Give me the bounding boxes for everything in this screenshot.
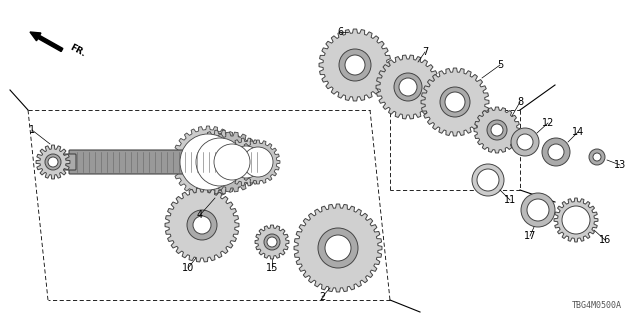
Circle shape <box>264 234 280 250</box>
Polygon shape <box>236 140 280 184</box>
Circle shape <box>593 153 601 161</box>
Circle shape <box>399 78 417 96</box>
Circle shape <box>193 216 211 234</box>
Circle shape <box>230 146 262 178</box>
Circle shape <box>339 49 371 81</box>
FancyBboxPatch shape <box>69 150 266 174</box>
Polygon shape <box>376 55 440 119</box>
Text: 12: 12 <box>542 118 554 128</box>
Polygon shape <box>202 132 262 192</box>
FancyBboxPatch shape <box>54 154 76 170</box>
Circle shape <box>491 124 503 136</box>
Circle shape <box>196 138 244 186</box>
Circle shape <box>527 199 549 221</box>
Text: 4: 4 <box>197 210 203 220</box>
Circle shape <box>394 73 422 101</box>
Circle shape <box>318 228 358 268</box>
Circle shape <box>511 128 539 156</box>
FancyArrow shape <box>30 32 63 52</box>
Text: 10: 10 <box>182 263 194 273</box>
Circle shape <box>345 55 365 75</box>
Text: 17: 17 <box>524 231 536 241</box>
Polygon shape <box>188 130 252 194</box>
Polygon shape <box>474 107 520 153</box>
Circle shape <box>472 164 504 196</box>
Text: 16: 16 <box>599 235 611 245</box>
Circle shape <box>267 237 277 247</box>
Circle shape <box>243 147 273 177</box>
Polygon shape <box>554 198 598 242</box>
Circle shape <box>517 134 533 150</box>
Polygon shape <box>36 145 70 179</box>
Polygon shape <box>421 68 489 136</box>
Polygon shape <box>294 204 382 292</box>
Text: 13: 13 <box>614 160 626 170</box>
Text: TBG4M0500A: TBG4M0500A <box>572 301 622 310</box>
Text: 6: 6 <box>337 27 343 37</box>
Circle shape <box>440 87 470 117</box>
Text: 7: 7 <box>422 47 428 57</box>
Polygon shape <box>172 126 244 198</box>
Circle shape <box>214 144 250 180</box>
Circle shape <box>487 120 507 140</box>
Circle shape <box>445 92 465 112</box>
Polygon shape <box>319 29 391 101</box>
Text: 11: 11 <box>504 195 516 205</box>
Text: 15: 15 <box>266 263 278 273</box>
Circle shape <box>180 134 236 190</box>
Text: FR.: FR. <box>68 43 87 59</box>
Circle shape <box>45 154 61 170</box>
Circle shape <box>542 138 570 166</box>
Text: 8: 8 <box>517 97 523 107</box>
Text: 5: 5 <box>497 60 503 70</box>
Circle shape <box>325 235 351 261</box>
Text: 2: 2 <box>319 292 325 302</box>
Circle shape <box>589 149 605 165</box>
Circle shape <box>521 193 555 227</box>
Circle shape <box>562 206 590 234</box>
Text: 14: 14 <box>572 127 584 137</box>
Polygon shape <box>165 188 239 262</box>
Circle shape <box>48 157 58 167</box>
Text: 1: 1 <box>29 125 35 135</box>
Polygon shape <box>222 138 270 186</box>
Circle shape <box>477 169 499 191</box>
Circle shape <box>548 144 564 160</box>
Polygon shape <box>255 225 289 259</box>
Circle shape <box>187 210 217 240</box>
